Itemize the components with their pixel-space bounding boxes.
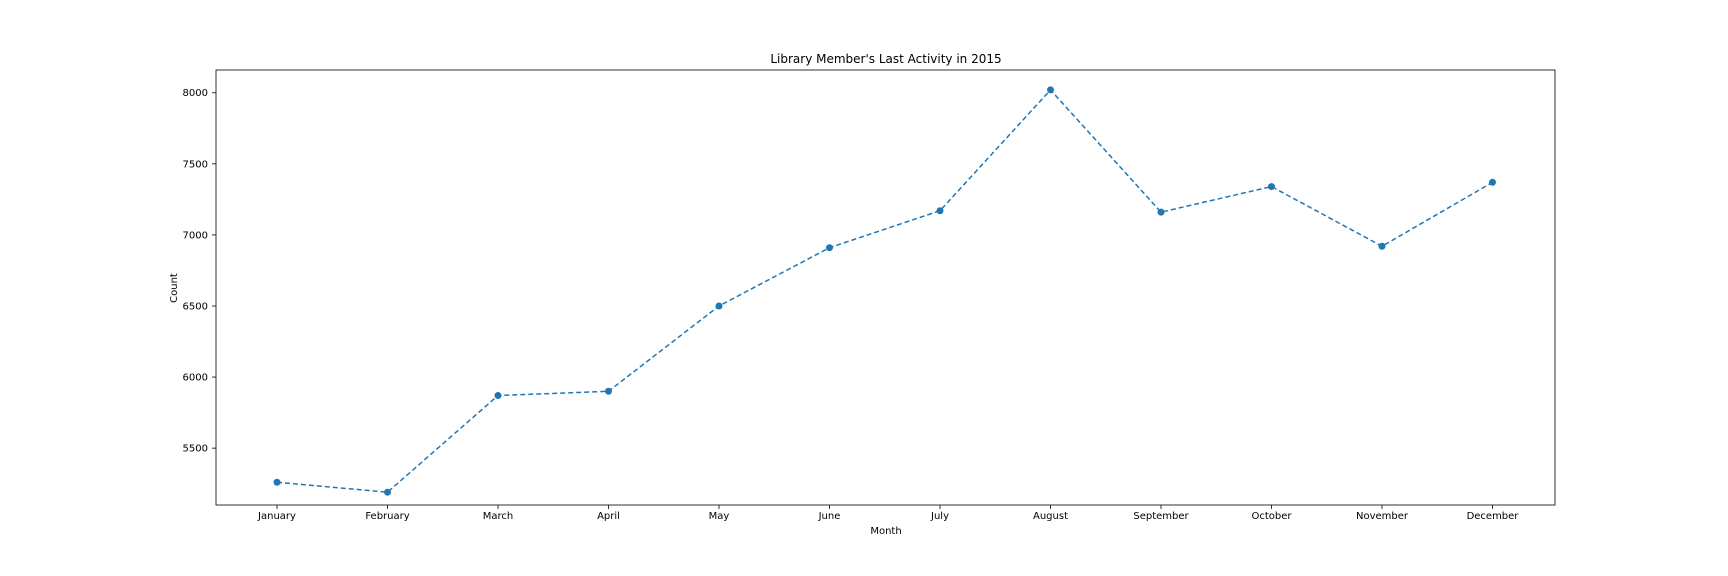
data-point (1047, 86, 1054, 94)
data-point (1268, 183, 1275, 191)
x-tick-label: September (1133, 511, 1189, 522)
x-tick-label: July (930, 511, 949, 522)
plot-area: January February March April May June July Augu… (183, 69, 1556, 522)
y-tick-label: 7500 (183, 159, 208, 170)
y-axis-label: Count (169, 273, 180, 303)
data-point (826, 244, 833, 252)
data-point (936, 207, 944, 215)
y-tick-label: 6000 (183, 373, 208, 384)
data-point (384, 488, 391, 496)
data-point (715, 302, 723, 310)
x-tick-label: October (1251, 511, 1292, 522)
y-tick-label: 7000 (183, 230, 208, 241)
x-tick-label: August (1033, 511, 1068, 522)
data-point (1157, 208, 1165, 216)
x-tick-label: January (257, 511, 296, 522)
y-tick-label: 8000 (183, 88, 208, 99)
data-point (1489, 178, 1496, 186)
x-tick-label: April (597, 511, 620, 522)
chart-title: Library Member's Last Activity in 2015 (770, 52, 1001, 66)
data-point (605, 387, 612, 395)
x-tick-label: November (1356, 511, 1409, 522)
series-line (276, 88, 1493, 493)
x-tick-label: December (1467, 511, 1520, 522)
x-tick-label: February (365, 511, 409, 522)
x-tick-label: March (483, 511, 513, 522)
x-tick-label: June (818, 511, 841, 522)
y-tick-label: 5500 (183, 444, 208, 455)
plot-frame (215, 69, 1556, 506)
data-point (494, 392, 502, 400)
y-tick-label: 6500 (183, 301, 208, 312)
x-axis-label: Month (870, 526, 901, 537)
data-point (1378, 242, 1386, 250)
x-tick-label: May (709, 511, 730, 522)
data-point (273, 478, 281, 486)
